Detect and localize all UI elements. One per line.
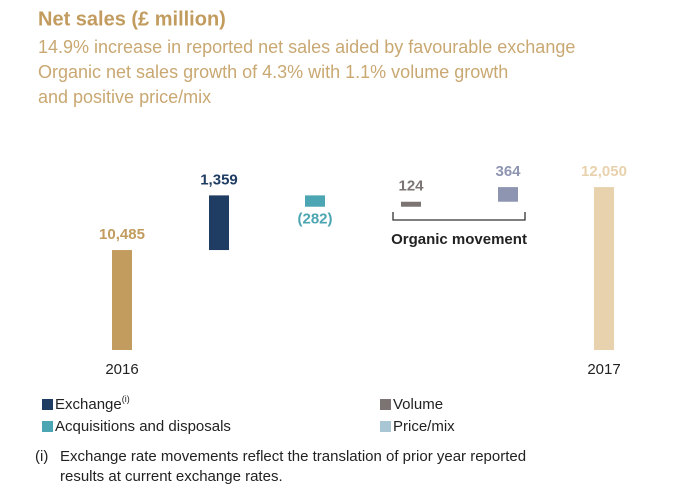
value-label: 124 bbox=[398, 178, 424, 195]
legend-name: Price/mix bbox=[393, 418, 455, 435]
x-tick-label: 2016 bbox=[105, 361, 138, 378]
bar bbox=[112, 250, 132, 350]
value-label: (282) bbox=[297, 211, 332, 228]
bar bbox=[305, 195, 325, 207]
value-label: 364 bbox=[495, 163, 521, 180]
annotation: Organic movement bbox=[391, 231, 527, 248]
legend-label: Exchange(i) bbox=[55, 394, 130, 413]
bar bbox=[498, 187, 518, 202]
legend-label: Acquisitions and disposals bbox=[55, 418, 231, 435]
subtitle: and positive price/mix bbox=[38, 87, 211, 107]
footnote-marker: (i) bbox=[35, 448, 48, 465]
bar bbox=[209, 195, 229, 251]
bracket bbox=[392, 212, 526, 221]
legend-name: Exchange bbox=[55, 396, 122, 413]
bar bbox=[401, 201, 421, 207]
subtitle: Organic net sales growth of 4.3% with 1.… bbox=[38, 62, 508, 82]
value-label: 1,359 bbox=[200, 171, 238, 188]
subtitle: 14.9% increase in reported net sales aid… bbox=[38, 37, 575, 57]
legend-swatch bbox=[380, 399, 391, 410]
chart-title: Net sales (£ million) bbox=[38, 8, 226, 30]
value-label: 12,050 bbox=[581, 163, 627, 180]
value-label: 10,485 bbox=[99, 226, 145, 243]
x-tick-label: 2017 bbox=[587, 361, 620, 378]
legend-swatch bbox=[42, 399, 53, 410]
footnote: results at current exchange rates. bbox=[60, 468, 283, 485]
footnote: Exchange rate movements reflect the tran… bbox=[60, 448, 526, 465]
bar bbox=[594, 187, 614, 350]
legend-label: Price/mix bbox=[393, 418, 455, 435]
legend-swatch bbox=[380, 421, 391, 432]
legend-name: Acquisitions and disposals bbox=[55, 418, 231, 435]
legend-note: (i) bbox=[122, 394, 130, 404]
legend-name: Volume bbox=[393, 396, 443, 413]
legend-swatch bbox=[42, 421, 53, 432]
legend-label: Volume bbox=[393, 396, 443, 413]
